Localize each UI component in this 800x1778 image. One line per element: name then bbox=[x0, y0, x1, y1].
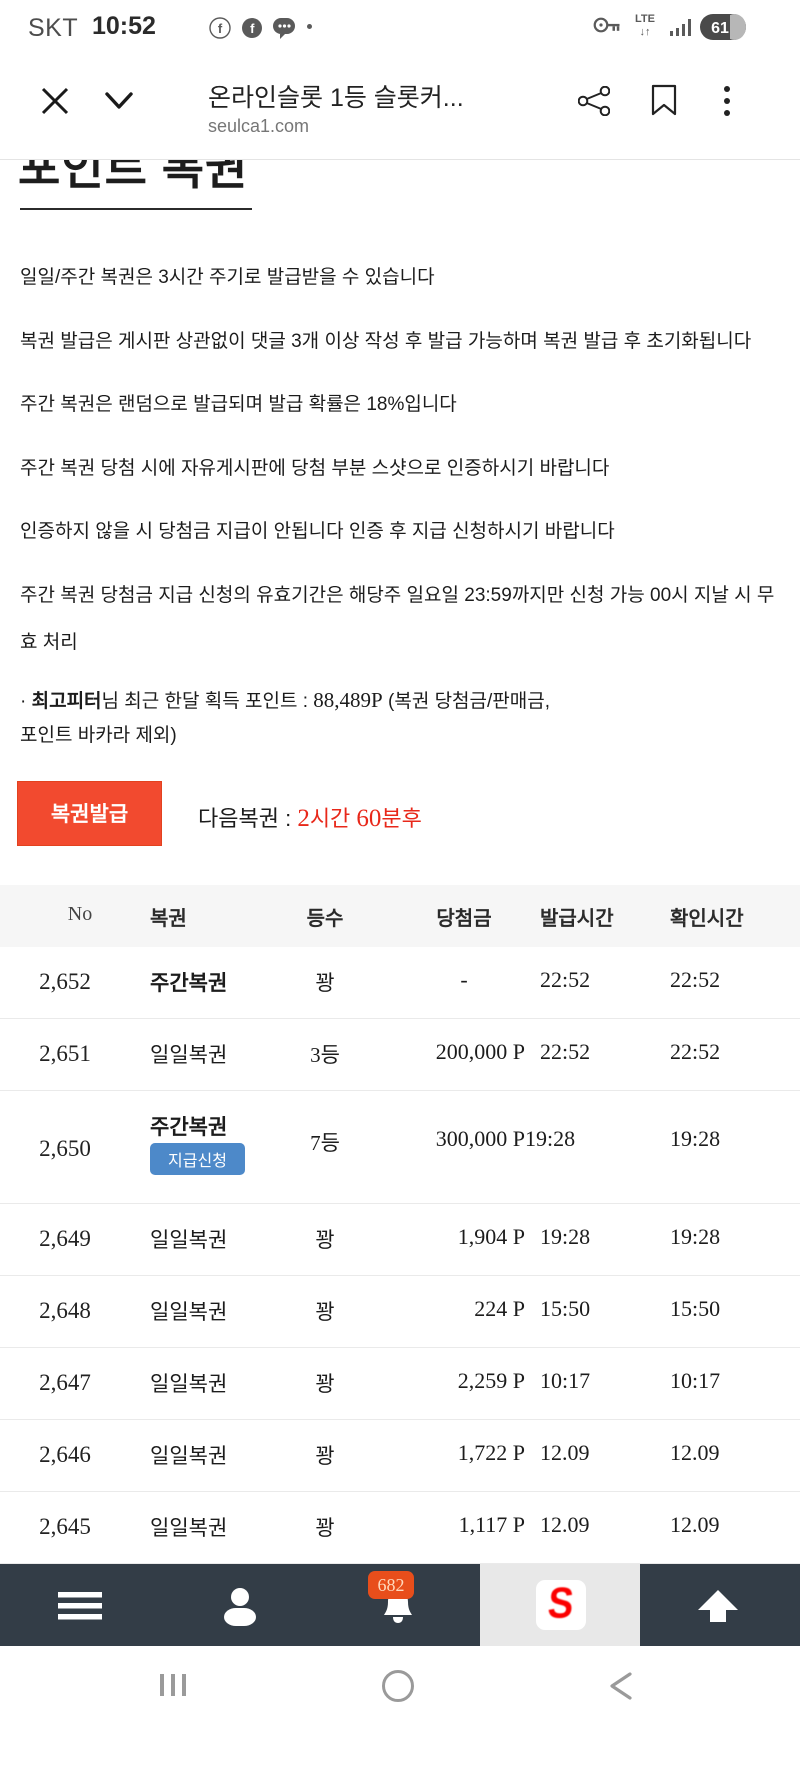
svg-text:f: f bbox=[218, 21, 223, 36]
svg-text:f: f bbox=[250, 21, 255, 36]
svg-text:61: 61 bbox=[711, 20, 729, 37]
